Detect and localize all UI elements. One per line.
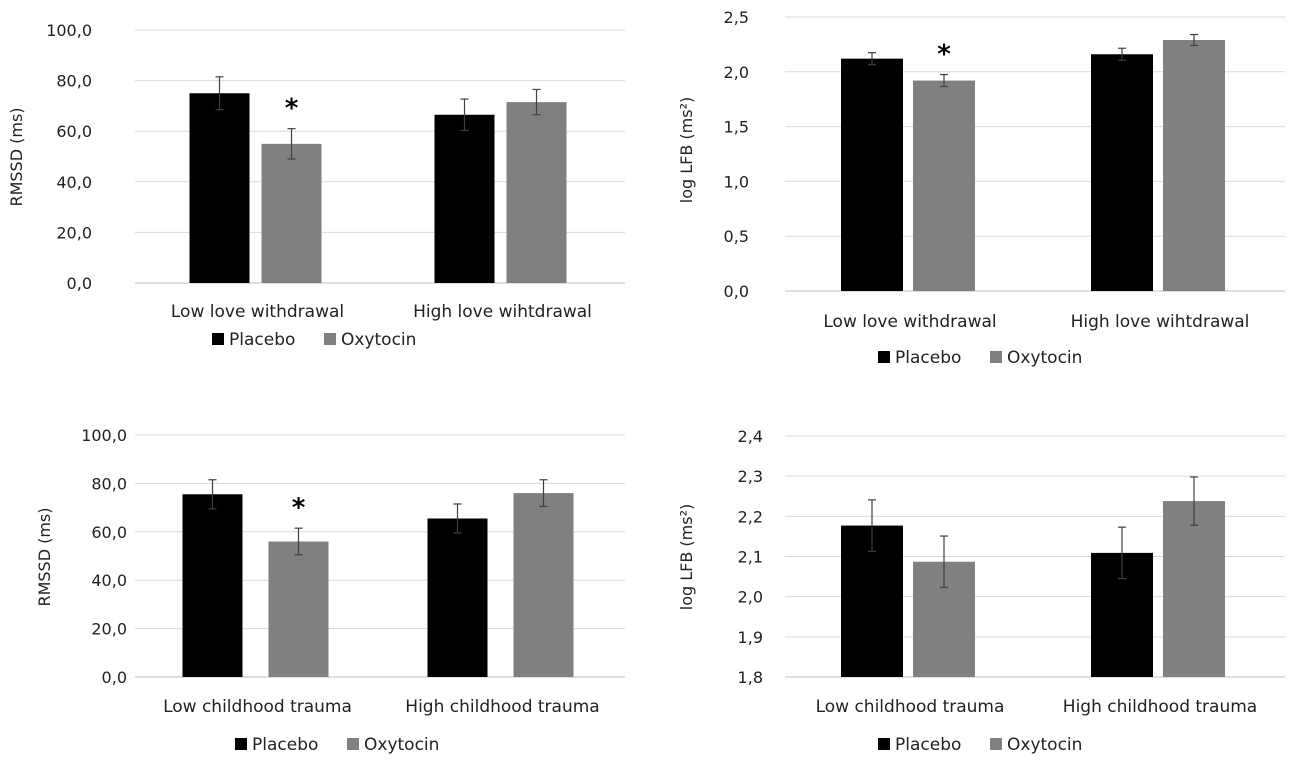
y-tick-label: 60,0: [56, 122, 92, 141]
x-category-label: High childhood trauma: [405, 697, 599, 717]
legend-swatch-placebo: [235, 738, 247, 750]
bar-placebo-1: [427, 518, 488, 677]
y-tick-label: 0,5: [724, 227, 749, 246]
bar-oxytocin-1: [1163, 501, 1225, 677]
y-tick-label: 0,0: [67, 274, 92, 293]
y-axis-label: RMSSD (ms): [7, 107, 26, 206]
significance-star: *: [937, 40, 951, 70]
legend-swatch-placebo: [878, 351, 890, 363]
x-category-label: High love wihtdrawal: [413, 302, 592, 322]
y-tick-label: 20,0: [56, 223, 92, 242]
legend-swatch-oxytocin: [347, 738, 359, 750]
legend-swatch-oxytocin: [990, 738, 1002, 750]
y-tick-label: 1,9: [738, 628, 763, 647]
bar-oxytocin-1: [1163, 40, 1225, 292]
y-tick-label: 2,4: [738, 427, 763, 446]
bar-placebo-1: [434, 114, 495, 283]
y-tick-label: 100,0: [46, 21, 92, 40]
y-tick-label: 80,0: [56, 72, 92, 91]
y-axis-label: log LFB (ms²): [677, 504, 696, 610]
y-tick-label: 20,0: [91, 620, 127, 639]
significance-star: *: [285, 94, 299, 124]
y-axis-label: RMSSD (ms): [35, 507, 54, 606]
legend-label: Placebo: [229, 330, 295, 350]
bar-placebo-0: [189, 93, 250, 283]
bar-placebo-0: [182, 494, 243, 677]
y-tick-label: 2,0: [724, 63, 749, 82]
significance-star: *: [292, 493, 306, 523]
chart-tl: 0,0 20,0 40,0 60,0 80,0 100,0 RMSSD (ms) Low lo…: [7, 21, 625, 350]
y-tick-label: 2,2: [738, 507, 763, 526]
y-tick-label: 60,0: [91, 523, 127, 542]
legend-swatch-oxytocin: [324, 333, 336, 345]
x-category-label: Low childhood trauma: [816, 697, 1005, 717]
chart-bl: 0,0 20,0 40,0 60,0 80,0 100,0 RMSSD (ms) Low ch…: [35, 426, 625, 755]
y-tick-label: 2,0: [738, 588, 763, 607]
legend-swatch-placebo: [878, 738, 890, 750]
bar-placebo-0: [841, 58, 903, 292]
chart-br: 1,8 1,9 2,0 2,1 2,2 2,3 2,4 log LFB (ms²) Low ch…: [677, 427, 1285, 755]
y-tick-label: 2,5: [724, 8, 749, 27]
x-category-label: High childhood trauma: [1063, 697, 1257, 717]
y-tick-label: 40,0: [56, 173, 92, 192]
y-axis-label: log LFB (ms²): [677, 97, 696, 203]
y-tick-label: 0,0: [724, 282, 749, 301]
y-tick-label: 1,0: [724, 172, 749, 191]
bar-oxytocin-0: [268, 541, 329, 677]
y-tick-label: 1,8: [738, 668, 763, 687]
y-tick-label: 2,3: [738, 467, 763, 486]
chart-tr: 0,0 0,5 1,0 1,5 2,0 2,5 log LFB (ms²) Low love …: [677, 8, 1285, 368]
x-category-label: High love wihtdrawal: [1071, 312, 1250, 332]
legend-label: Placebo: [252, 735, 318, 755]
legend-label: Oxytocin: [1007, 735, 1082, 755]
bar-oxytocin-0: [261, 143, 322, 283]
legend-label: Placebo: [895, 348, 961, 368]
y-tick-label: 40,0: [91, 571, 127, 590]
legend-swatch-placebo: [212, 333, 224, 345]
bar-oxytocin-1: [513, 493, 574, 677]
x-category-label: Low love withdrawal: [823, 312, 996, 332]
bar-placebo-1: [1091, 54, 1153, 291]
bar-oxytocin-0: [913, 80, 975, 292]
x-category-label: Low love withdrawal: [171, 302, 344, 322]
y-tick-label: 2,1: [738, 548, 763, 567]
legend-label: Oxytocin: [341, 330, 416, 350]
bar-oxytocin-1: [506, 102, 567, 283]
legend-label: Oxytocin: [1007, 348, 1082, 368]
legend-label: Oxytocin: [364, 735, 439, 755]
y-tick-label: 1,5: [724, 118, 749, 137]
y-tick-label: 80,0: [91, 474, 127, 493]
y-tick-label: 100,0: [81, 426, 127, 445]
legend-swatch-oxytocin: [990, 351, 1002, 363]
legend-label: Placebo: [895, 735, 961, 755]
y-tick-label: 0,0: [102, 668, 127, 687]
x-category-label: Low childhood trauma: [163, 697, 352, 717]
